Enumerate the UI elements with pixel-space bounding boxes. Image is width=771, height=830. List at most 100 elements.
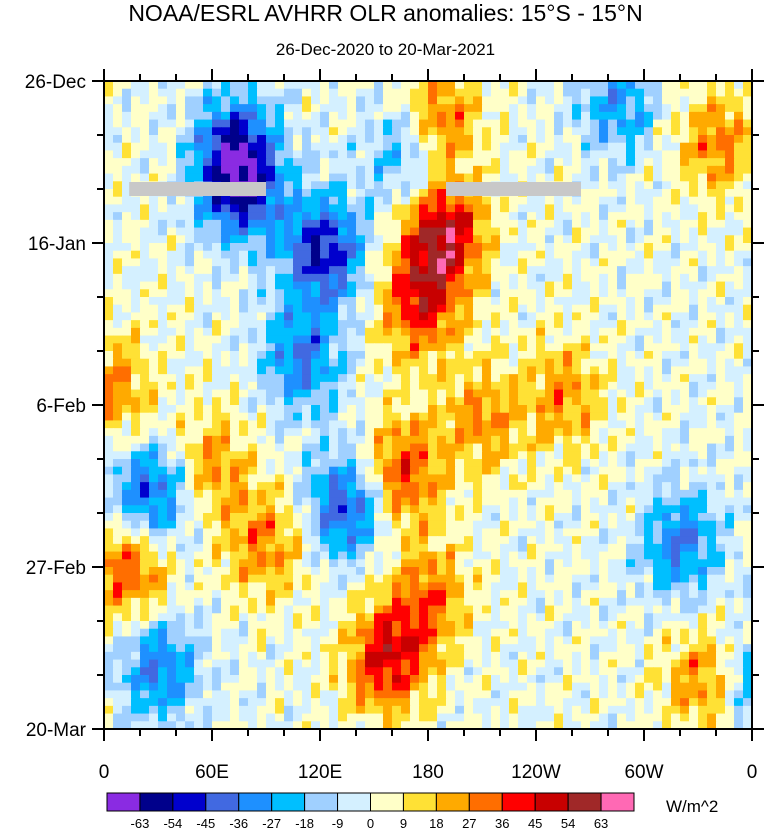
- heatmap-cell: [149, 88, 159, 98]
- heatmap-cell: [635, 528, 645, 537]
- heatmap-cell: [140, 497, 150, 506]
- heatmap-cell: [599, 474, 609, 483]
- heatmap-cell: [662, 474, 672, 483]
- heatmap-cell: [446, 88, 456, 98]
- heatmap-cell: [392, 289, 402, 298]
- heatmap-cell: [518, 551, 528, 560]
- heatmap-cell: [473, 389, 483, 398]
- heatmap-cell: [482, 443, 492, 452]
- heatmap-cell: [527, 474, 537, 483]
- heatmap-cell: [302, 189, 312, 198]
- heatmap-cell: [509, 81, 519, 90]
- heatmap-cell: [131, 104, 141, 113]
- heatmap-cell: [554, 81, 564, 90]
- heatmap-cell: [680, 451, 690, 460]
- heatmap-cell: [671, 335, 681, 344]
- heatmap-cell: [338, 335, 348, 344]
- heatmap-cell: [131, 567, 141, 576]
- heatmap-cell: [311, 405, 321, 414]
- heatmap-cell: [320, 551, 330, 560]
- heatmap-cell: [500, 412, 510, 422]
- heatmap-cell: [140, 111, 150, 121]
- heatmap-cell: [635, 536, 645, 545]
- heatmap-cell: [716, 212, 726, 221]
- heatmap-cell: [500, 505, 510, 514]
- heatmap-cell: [680, 327, 690, 337]
- heatmap-cell: [563, 96, 573, 105]
- heatmap-cell: [131, 119, 141, 128]
- heatmap-cell: [401, 335, 411, 344]
- heatmap-cell: [725, 605, 735, 614]
- heatmap-cell: [284, 266, 294, 275]
- heatmap-cell: [455, 320, 465, 329]
- heatmap-cell: [185, 258, 195, 267]
- heatmap-cell: [554, 397, 564, 406]
- heatmap-cell: [671, 81, 681, 90]
- heatmap-cell: [374, 304, 384, 314]
- heatmap-cell: [293, 536, 303, 545]
- heatmap-cell: [347, 559, 357, 568]
- heatmap-cell: [275, 597, 285, 607]
- heatmap-cell: [284, 111, 294, 121]
- heatmap-cell: [194, 165, 204, 175]
- heatmap-cell: [662, 559, 672, 568]
- heatmap-cell: [347, 489, 357, 499]
- heatmap-cell: [176, 582, 186, 591]
- heatmap-cell: [725, 297, 735, 306]
- heatmap-cell: [689, 173, 699, 182]
- heatmap-cell: [689, 559, 699, 568]
- heatmap-cell: [428, 343, 438, 352]
- heatmap-cell: [149, 482, 159, 491]
- heatmap-cell: [275, 150, 285, 159]
- heatmap-cell: [518, 513, 528, 522]
- heatmap-cell: [491, 111, 501, 121]
- heatmap-cell: [158, 250, 168, 260]
- heatmap-cell: [365, 405, 375, 414]
- heatmap-cell: [689, 543, 699, 553]
- heatmap-cell: [653, 605, 663, 614]
- heatmap-cell: [671, 451, 681, 460]
- heatmap-cell: [446, 165, 456, 175]
- heatmap-cell: [392, 142, 402, 152]
- heatmap-cell: [320, 567, 330, 576]
- heatmap-cell: [311, 528, 321, 537]
- heatmap-cell: [707, 505, 717, 514]
- heatmap-cell: [455, 428, 465, 437]
- heatmap-cell: [356, 351, 366, 360]
- heatmap-cell: [635, 204, 645, 213]
- heatmap-cell: [275, 420, 285, 429]
- heatmap-cell: [581, 574, 591, 584]
- heatmap-cell: [104, 474, 114, 483]
- heatmap-cell: [734, 297, 744, 306]
- heatmap-cell: [122, 497, 132, 506]
- heatmap-cell: [158, 351, 168, 360]
- heatmap-cell: [689, 366, 699, 375]
- heatmap-cell: [689, 582, 699, 591]
- heatmap-cell: [572, 297, 582, 306]
- heatmap-cell: [185, 150, 195, 159]
- heatmap-cell: [617, 597, 627, 607]
- heatmap-cell: [230, 574, 240, 584]
- heatmap-cell: [266, 482, 276, 491]
- heatmap-cell: [635, 165, 645, 175]
- heatmap-cell: [707, 273, 717, 283]
- heatmap-cell: [554, 150, 564, 159]
- heatmap-cell: [230, 135, 240, 144]
- heatmap-cell: [374, 559, 384, 568]
- heatmap-cell: [743, 150, 753, 159]
- heatmap-cell: [572, 366, 582, 375]
- heatmap-cell: [491, 335, 501, 344]
- heatmap-cell: [131, 289, 141, 298]
- heatmap-cell: [491, 204, 501, 213]
- heatmap-cell: [203, 142, 213, 152]
- heatmap-cell: [302, 428, 312, 437]
- heatmap-cell: [194, 605, 204, 614]
- heatmap-cell: [266, 320, 276, 329]
- heatmap-cell: [464, 173, 474, 182]
- heatmap-cell: [167, 513, 177, 522]
- heatmap-cell: [626, 358, 636, 368]
- heatmap-cell: [275, 219, 285, 229]
- heatmap-cell: [689, 597, 699, 607]
- heatmap-cell: [392, 582, 402, 591]
- heatmap-cell: [356, 497, 366, 506]
